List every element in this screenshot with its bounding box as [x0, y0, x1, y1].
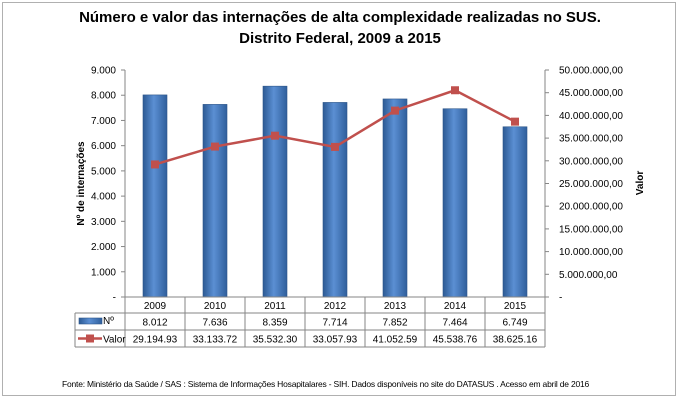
valor-marker-2014	[451, 86, 459, 95]
source-note: Fonte: Ministério da Saúde / SAS : Siste…	[62, 379, 590, 389]
category-label: 2011	[264, 301, 286, 312]
right-tick-label: 50.000.000,00	[559, 66, 623, 77]
legend-bar-label: Nº	[103, 316, 114, 327]
bar-2011	[262, 85, 288, 298]
chart-title-line1: Número e valor das internações de alta c…	[79, 9, 601, 26]
right-tick-label: 40.000.000,00	[559, 111, 623, 122]
left-tick-label: 8.000	[91, 91, 116, 102]
chart-border	[2, 2, 676, 396]
category-label: 2015	[504, 301, 527, 312]
right-tick-label: 15.000.000,00	[559, 224, 623, 235]
bar-data-label: 8.359	[262, 318, 287, 329]
right-tick-label: 30.000.000,00	[559, 156, 623, 167]
line-data-label: 33.133.72	[193, 335, 238, 346]
bar-data-label: 8.012	[142, 318, 167, 329]
left-tick-label: 2.000	[91, 242, 116, 253]
right-tick-label: 5.000.000,00	[559, 270, 618, 281]
left-tick-label: 5.000	[91, 166, 116, 177]
line-data-label: 33.057.93	[313, 335, 358, 346]
category-label: 2012	[324, 301, 347, 312]
bar-data-label: 7.464	[442, 318, 467, 329]
right-tick-label: 10.000.000,00	[559, 247, 623, 258]
line-data-label: 35.532.30	[253, 335, 298, 346]
left-tick-label: 3.000	[91, 217, 116, 228]
category-label: 2014	[444, 301, 467, 312]
valor-marker-2009	[151, 160, 159, 169]
left-tick-label: -	[113, 293, 116, 304]
chart-title-line2: Distrito Federal, 2009 a 2015	[239, 30, 441, 47]
right-tick-label: -	[559, 293, 562, 304]
left-axis-title: Nº de internações	[76, 141, 87, 226]
left-tick-label: 6.000	[91, 141, 116, 152]
valor-marker-2015	[511, 117, 519, 126]
left-tick-label: 7.000	[91, 116, 116, 127]
legend-line-marker	[86, 334, 94, 343]
bar-data-label: 7.636	[202, 318, 227, 329]
valor-marker-2013	[391, 106, 399, 115]
bar-2012	[322, 102, 348, 298]
category-label: 2010	[204, 301, 227, 312]
bar-data-label: 6.749	[502, 318, 527, 329]
left-tick-label: 1.000	[91, 267, 116, 278]
right-tick-label: 20.000.000,00	[559, 202, 623, 213]
right-tick-label: 35.000.000,00	[559, 134, 623, 145]
right-tick-label: 45.000.000,00	[559, 88, 623, 99]
category-label: 2009	[144, 301, 167, 312]
line-data-label: 45.538.76	[433, 335, 478, 346]
left-tick-label: 9.000	[91, 66, 116, 77]
legend-line-label: Valor	[103, 335, 126, 346]
valor-marker-2012	[331, 142, 339, 151]
bar-2014	[442, 108, 468, 298]
category-label: 2013	[384, 301, 407, 312]
line-data-label: 41.052.59	[373, 335, 418, 346]
bar-2013	[382, 98, 408, 298]
bar-data-label: 7.714	[322, 318, 347, 329]
line-data-label: 29.194.93	[133, 335, 178, 346]
bar-2009	[142, 94, 168, 298]
bar-2015	[502, 126, 528, 298]
valor-marker-2010	[211, 142, 219, 151]
bar-data-label: 7.852	[382, 318, 407, 329]
right-tick-label: 25.000.000,00	[559, 179, 623, 190]
bar-2010	[202, 104, 228, 298]
line-data-label: 38.625.16	[493, 335, 538, 346]
left-tick-label: 4.000	[91, 192, 116, 203]
valor-marker-2011	[271, 131, 279, 140]
right-axis-title: Valor	[635, 171, 646, 196]
legend-bar-key	[78, 317, 103, 325]
